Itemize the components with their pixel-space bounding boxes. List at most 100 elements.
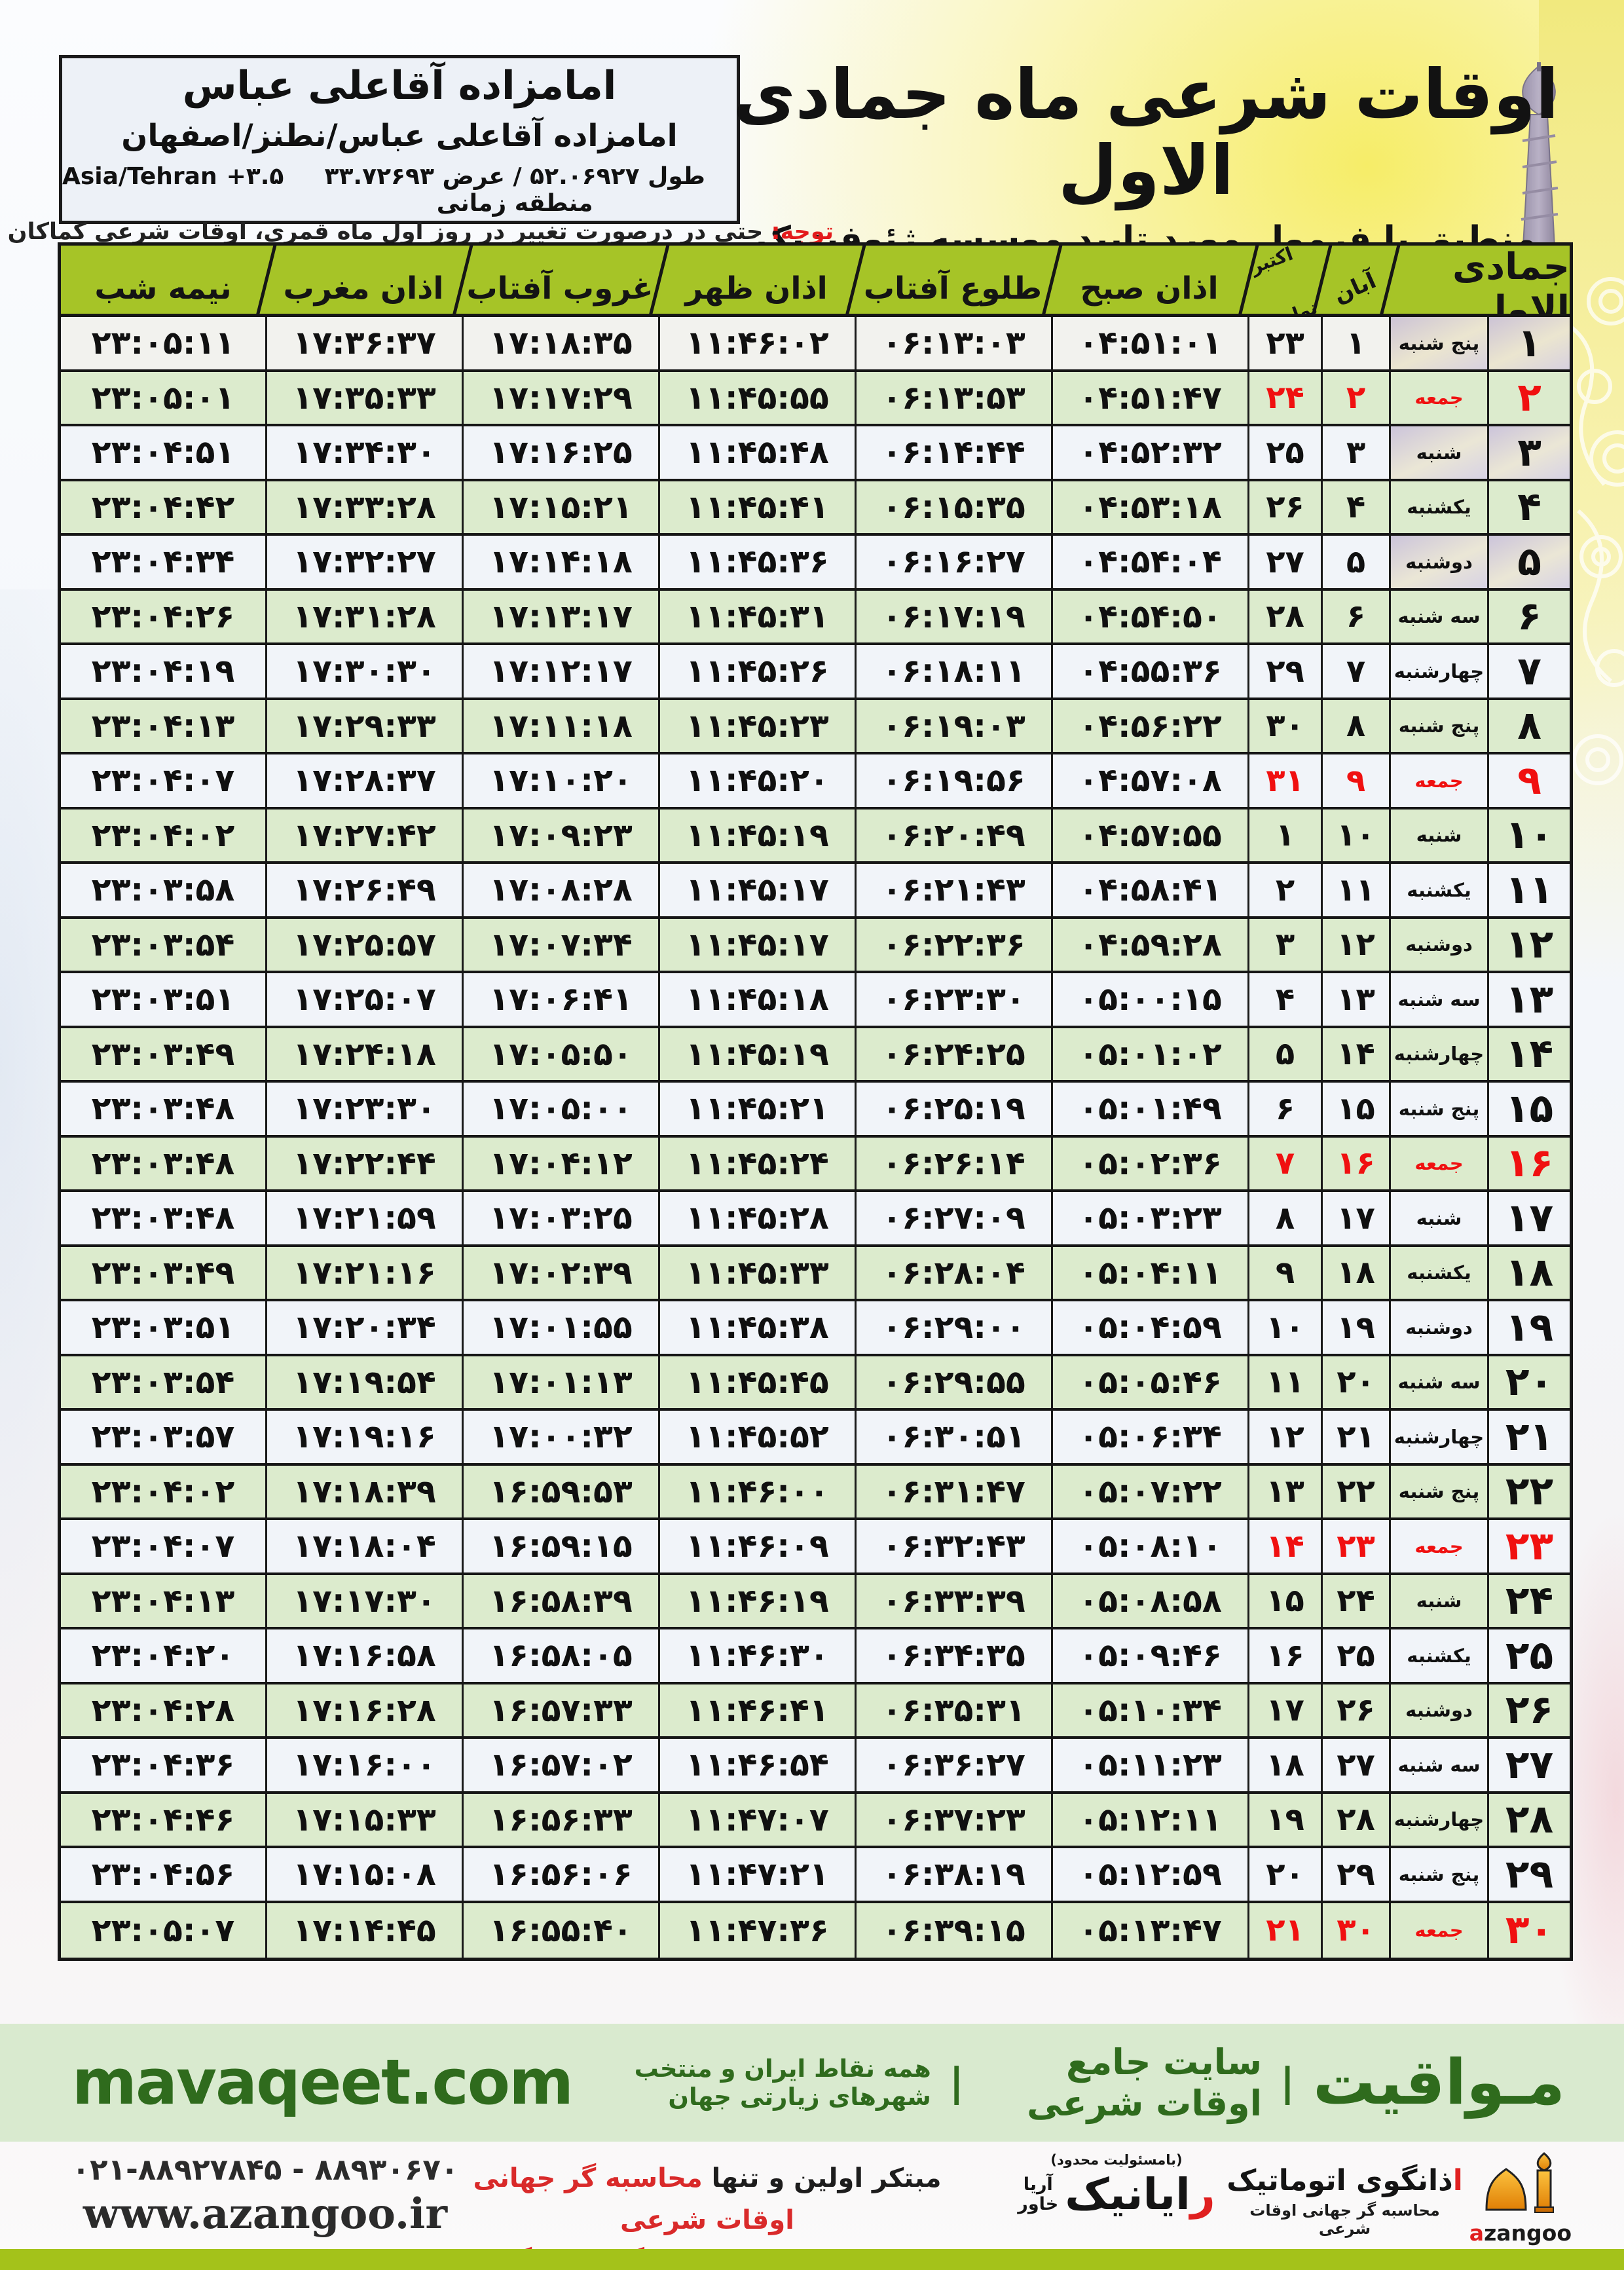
weekday-cell: یکشنبه xyxy=(1389,864,1487,916)
azangoo-latin-a: a xyxy=(1469,2220,1485,2246)
table-row: ۹ جمعه ۹ ۳۱ ۰۴:۵۷:۰۸ ۰۶:۱۹:۵۶ ۱۱:۴۵:۲۰ ۱… xyxy=(61,754,1570,809)
aban-day-cell: ۹ xyxy=(1321,754,1389,807)
azan-maghreb-cell: ۱۷:۱۶:۰۰ xyxy=(265,1739,462,1791)
aban-day-cell: ۲ xyxy=(1321,371,1389,424)
table-row: ۱۲ دوشنبه ۱۲ ۳ ۰۴:۵۹:۲۸ ۰۶:۲۲:۳۶ ۱۱:۴۵:۱… xyxy=(61,918,1570,973)
azan-zohr-cell: ۱۱:۴۵:۲۸ xyxy=(658,1192,855,1244)
midnight-cell: ۲۳:۰۳:۴۸ xyxy=(91,1090,235,1128)
sunset-cell: ۱۷:۰۱:۱۳ xyxy=(462,1356,658,1408)
azan-sobh-cell: ۰۴:۵۱:۰۱ xyxy=(1051,317,1247,369)
day-number-cell: ۶ xyxy=(1487,590,1570,642)
weekday-cell: جمعه xyxy=(1389,371,1487,424)
weekday-cell: دوشنبه xyxy=(1389,1684,1487,1736)
mavaqeet-text-group: مـواقیت | سایت جامع اوقات شرعی | همه نقا… xyxy=(572,2041,1565,2124)
day-number-cell: ۱۷ xyxy=(1487,1192,1570,1244)
day-number-cell: ۲۶ xyxy=(1487,1684,1570,1736)
sunrise-cell: ۰۶:۲۱:۴۳ xyxy=(855,864,1051,916)
table-row: ۲۵ یکشنبه ۲۵ ۱۶ ۰۵:۰۹:۴۶ ۰۶:۳۴:۳۵ ۱۱:۴۶:… xyxy=(61,1629,1570,1684)
azan-zohr-cell: ۱۱:۴۵:۱۸ xyxy=(658,973,855,1026)
midnight-cell: ۲۳:۰۴:۳۴ xyxy=(91,543,235,581)
azangoo-latin-name: azangoo xyxy=(1469,2220,1572,2246)
azan-maghreb-cell: ۱۷:۱۶:۲۸ xyxy=(265,1684,462,1736)
sunrise-cell: ۰۶:۲۵:۱۹ xyxy=(855,1083,1051,1135)
weekday-cell: شنبه xyxy=(1389,809,1487,861)
sunrise-cell: ۰۶:۱۹:۵۶ xyxy=(855,754,1051,807)
azan-maghreb-cell: ۱۷:۲۹:۳۳ xyxy=(265,699,462,752)
rayanik-logo: (بامسئولیت محدود) رایانیک آریا خاور xyxy=(986,2152,1247,2220)
azan-maghreb-cell: ۱۷:۳۶:۳۷ xyxy=(265,317,462,369)
slogan1-red: محاسبه گر جهانی اوقات شرعی xyxy=(473,2163,794,2235)
day-number-cell: ۱۰ xyxy=(1487,809,1570,861)
azan-maghreb-cell: ۱۷:۲۶:۴۹ xyxy=(265,864,462,916)
day-number-cell: ۱۶ xyxy=(1487,1137,1570,1189)
table-row: ۱۶ جمعه ۱۶ ۷ ۰۵:۰۲:۳۶ ۰۶:۲۶:۱۴ ۱۱:۴۵:۲۴ … xyxy=(61,1137,1570,1192)
azangoo-subtitle: محاسبه گر جهانی اوقات شرعی xyxy=(1249,2201,1440,2238)
azan-sobh-cell: ۰۴:۵۷:۵۵ xyxy=(1051,809,1247,861)
azan-zohr-cell: ۱۱:۴۵:۴۱ xyxy=(658,481,855,533)
table-row: ۱۳ سه شنبه ۱۳ ۴ ۰۵:۰۰:۱۵ ۰۶:۲۳:۳۰ ۱۱:۴۵:… xyxy=(61,973,1570,1028)
day-number-cell: ۸ xyxy=(1487,699,1570,752)
day-number-cell: ۲۴ xyxy=(1487,1574,1570,1627)
azan-maghreb-cell: ۱۷:۱۷:۳۰ xyxy=(265,1574,462,1627)
table-row: ۸ پنج شنبه ۸ ۳۰ ۰۴:۵۶:۲۲ ۰۶:۱۹:۰۳ ۱۱:۴۵:… xyxy=(61,699,1570,754)
azan-maghreb-cell: ۱۷:۲۴:۱۸ xyxy=(265,1028,462,1080)
midnight-cell: ۲۳:۰۳:۵۷ xyxy=(91,1418,235,1456)
azan-maghreb-cell: ۱۷:۳۱:۲۸ xyxy=(265,590,462,642)
azan-zohr-cell: ۱۱:۴۵:۱۷ xyxy=(658,864,855,916)
table-row: ۵ دوشنبه ۵ ۲۷ ۰۴:۵۴:۰۴ ۰۶:۱۶:۲۷ ۱۱:۴۵:۳۶… xyxy=(61,536,1570,591)
sunset-cell: ۱۶:۵۶:۳۳ xyxy=(462,1793,658,1846)
timezone-name: Asia/Tehran xyxy=(62,162,217,190)
table-row: ۶ سه شنبه ۶ ۲۸ ۰۴:۵۴:۵۰ ۰۶:۱۷:۱۹ ۱۱:۴۵:۳… xyxy=(61,590,1570,645)
midnight-cell: ۲۳:۰۳:۴۸ xyxy=(91,1199,235,1237)
sunrise-cell: ۰۶:۱۸:۱۱ xyxy=(855,645,1051,698)
azan-zohr-cell: ۱۱:۴۷:۰۷ xyxy=(658,1793,855,1846)
day-number-cell: ۹ xyxy=(1487,754,1570,807)
weekday-cell: دوشنبه xyxy=(1389,918,1487,971)
aban-day-cell: ۱۶ xyxy=(1321,1137,1389,1189)
day-number-cell: ۲۹ xyxy=(1487,1848,1570,1901)
sunrise-cell: ۰۶:۲۰:۴۹ xyxy=(855,809,1051,861)
sunset-cell: ۱۷:۱۵:۲۱ xyxy=(462,481,658,533)
azan-sobh-cell: ۰۵:۰۱:۴۹ xyxy=(1051,1083,1247,1135)
aban-day-cell: ۲۷ xyxy=(1321,1739,1389,1791)
sunset-cell: ۱۶:۵۸:۰۵ xyxy=(462,1629,658,1682)
gregorian-day-cell: ۶ xyxy=(1247,1083,1321,1135)
aban-day-cell: ۱۸ xyxy=(1321,1246,1389,1299)
azangoo-dome-icon: azangoo xyxy=(1469,2147,1572,2246)
november-label: نوامبر xyxy=(1261,296,1321,317)
column-header-sunset: غروب آفتاب xyxy=(462,246,658,314)
azan-maghreb-cell: ۱۷:۳۲:۲۷ xyxy=(265,536,462,588)
column-header-sunrise: طلوع آفتاب xyxy=(855,246,1051,314)
gregorian-day-cell: ۱۹ xyxy=(1247,1793,1321,1846)
weekday-cell: سه شنبه xyxy=(1389,1739,1487,1791)
day-number-cell: ۲۰ xyxy=(1487,1356,1570,1408)
azan-zohr-cell: ۱۱:۴۷:۳۶ xyxy=(658,1903,855,1958)
gregorian-day-cell: ۱ xyxy=(1247,809,1321,861)
sunrise-cell: ۰۶:۲۲:۳۶ xyxy=(855,918,1051,971)
midnight-cell: ۲۳:۰۴:۰۲ xyxy=(91,1472,235,1510)
day-number-cell: ۳۰ xyxy=(1487,1903,1570,1958)
azan-sobh-cell: ۰۴:۵۵:۳۶ xyxy=(1051,645,1247,698)
gregorian-day-cell: ۱۵ xyxy=(1247,1574,1321,1627)
gregorian-day-cell: ۱۶ xyxy=(1247,1629,1321,1682)
azan-sobh-cell: ۰۵:۱۳:۴۷ xyxy=(1051,1903,1247,1958)
day-number-cell: ۵ xyxy=(1487,536,1570,588)
column-header-azan-sobh: اذان صبح xyxy=(1051,246,1247,314)
sunset-cell: ۱۷:۰۹:۲۳ xyxy=(462,809,658,861)
azan-sobh-cell: ۰۵:۰۸:۱۰ xyxy=(1051,1520,1247,1572)
azan-maghreb-cell: ۱۷:۱۶:۵۸ xyxy=(265,1629,462,1682)
gregorian-day-cell: ۸ xyxy=(1247,1192,1321,1244)
table-row: ۲۱ چهارشنبه ۲۱ ۱۲ ۰۵:۰۶:۳۴ ۰۶:۳۰:۵۱ ۱۱:۴… xyxy=(61,1411,1570,1466)
azangoo-website: www.azangoo.ir xyxy=(83,2189,448,2239)
note-text: حتی در درصورت تغییر در روز اول ماه قمری،… xyxy=(0,219,764,245)
aban-day-cell: ۵ xyxy=(1321,536,1389,588)
sunset-cell: ۱۷:۱۶:۲۵ xyxy=(462,426,658,479)
gregorian-day-cell: ۹ xyxy=(1247,1246,1321,1299)
day-number-cell: ۱۴ xyxy=(1487,1028,1570,1080)
sunrise-cell: ۰۶:۱۹:۰۳ xyxy=(855,699,1051,752)
aban-day-cell: ۱۰ xyxy=(1321,809,1389,861)
day-number-cell: ۲۸ xyxy=(1487,1793,1570,1846)
aban-day-cell: ۸ xyxy=(1321,699,1389,752)
azan-maghreb-cell: ۱۷:۱۵:۰۸ xyxy=(265,1848,462,1901)
